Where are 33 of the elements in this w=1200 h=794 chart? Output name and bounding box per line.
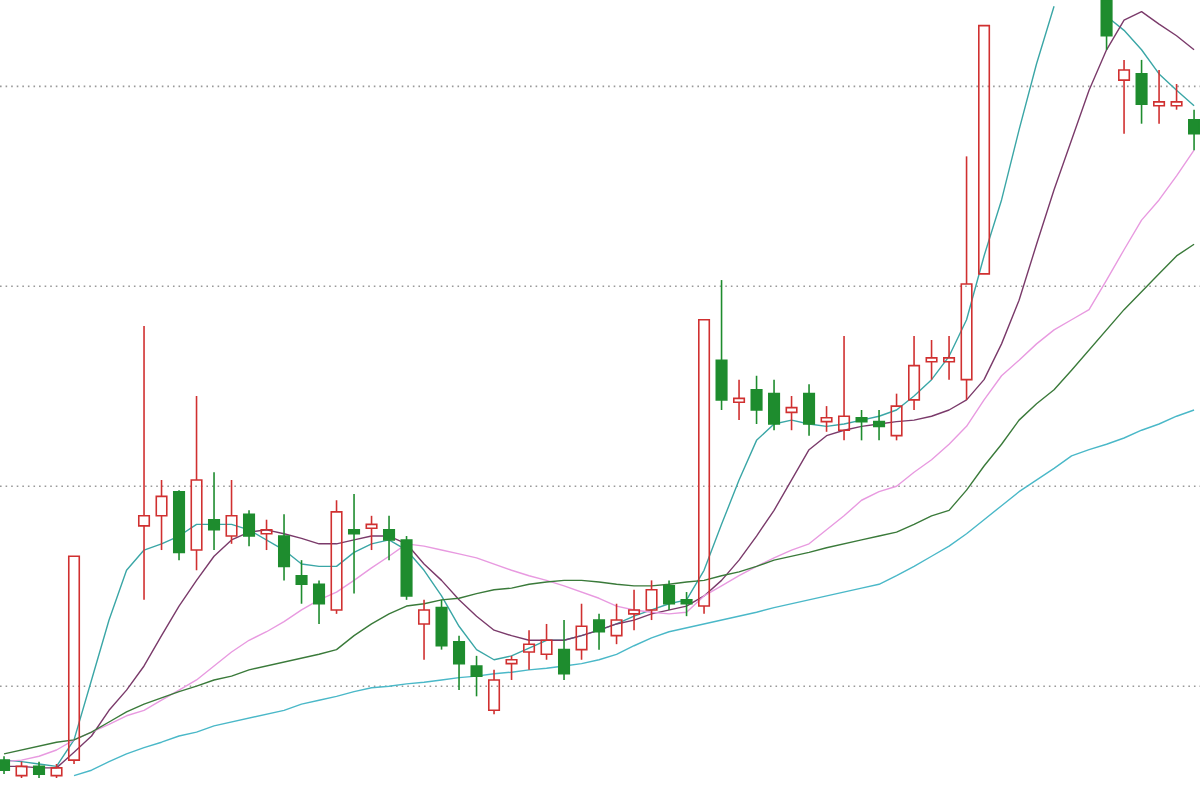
- candlestick: [768, 378, 781, 432]
- candlestick: [943, 335, 956, 381]
- candlestick: [382, 515, 396, 561]
- candlestick: [172, 489, 186, 561]
- candlestick: [803, 383, 816, 437]
- candlestick: [522, 629, 536, 671]
- candlestick: [32, 760, 46, 778]
- candlestick: [1118, 59, 1131, 135]
- candlestick: [347, 493, 361, 595]
- candlestick: [628, 588, 641, 631]
- candlestick: [873, 409, 886, 442]
- candlestick: [190, 395, 203, 572]
- candlestick: [838, 335, 851, 442]
- candlestick: [698, 318, 711, 615]
- candlestick: [312, 579, 326, 625]
- candlestick: [908, 335, 921, 411]
- candlestick: [978, 24, 991, 275]
- candlestick: [67, 555, 81, 765]
- candlestick: [242, 509, 256, 547]
- candlestick: [207, 471, 221, 551]
- candlestick: [557, 619, 571, 681]
- candlestick: [733, 378, 746, 421]
- candlestick: [487, 669, 501, 715]
- candlestick: [137, 325, 151, 601]
- candlestick: [417, 599, 431, 661]
- candlestick: [452, 634, 466, 691]
- candlestick: [1153, 69, 1166, 125]
- candlestick: [592, 613, 606, 651]
- candlestick: [960, 155, 973, 401]
- candlestick: [663, 579, 676, 611]
- candlestick: [0, 755, 11, 775]
- candlestick: [277, 513, 291, 582]
- candlestick: [1188, 108, 1200, 151]
